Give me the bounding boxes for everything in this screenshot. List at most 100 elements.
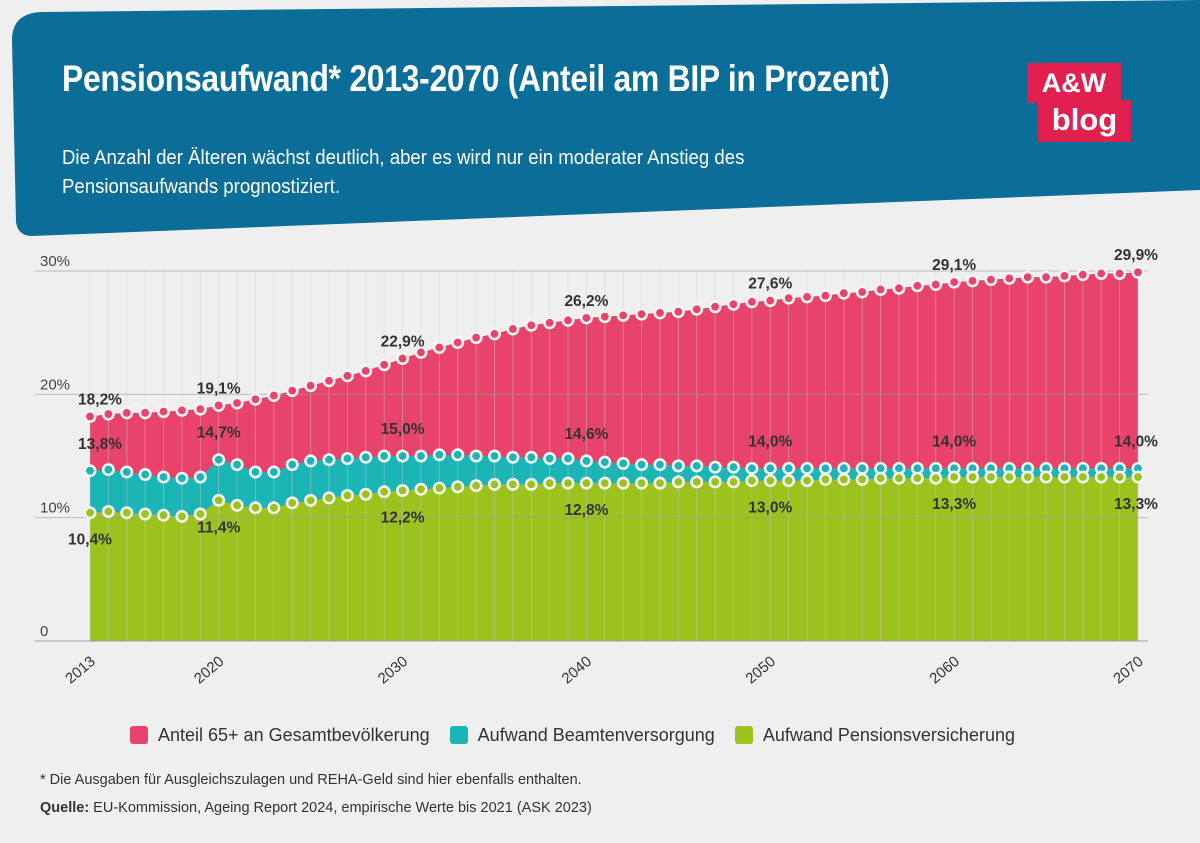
data-point-series-1 bbox=[304, 454, 318, 468]
data-point-series-1 bbox=[267, 465, 281, 479]
header-banner-shape bbox=[12, 0, 1200, 236]
data-point-series-0 bbox=[432, 340, 446, 354]
data-label: 10,4% bbox=[68, 532, 112, 549]
data-point-series-2 bbox=[212, 493, 226, 507]
data-point-series-2 bbox=[1113, 470, 1127, 484]
data-point-series-0 bbox=[285, 384, 299, 398]
data-point-series-0 bbox=[671, 305, 685, 319]
data-point-series-2 bbox=[359, 487, 373, 501]
data-point-series-0 bbox=[1039, 270, 1053, 284]
y-tick-label: 20% bbox=[40, 376, 70, 393]
data-point-series-0 bbox=[506, 322, 520, 336]
data-label: 29,9% bbox=[1114, 247, 1158, 264]
data-point-series-2 bbox=[708, 475, 722, 489]
data-point-series-2 bbox=[506, 477, 520, 491]
data-point-series-1 bbox=[469, 449, 483, 463]
x-tick-label: 2060 bbox=[926, 653, 962, 687]
legend-swatch-beamten bbox=[449, 726, 468, 744]
data-point-series-1 bbox=[487, 449, 501, 463]
data-point-series-2 bbox=[984, 470, 998, 484]
data-point-series-1 bbox=[83, 464, 97, 478]
data-point-series-0 bbox=[230, 396, 244, 410]
data-point-series-2 bbox=[1131, 470, 1145, 484]
legend-item-beamten: Aufwand Beamtenversorgung bbox=[449, 725, 715, 746]
data-point-series-0 bbox=[524, 318, 538, 332]
data-point-series-1 bbox=[377, 449, 391, 463]
data-point-series-2 bbox=[138, 507, 152, 521]
data-point-series-0 bbox=[212, 398, 226, 412]
data-point-series-2 bbox=[910, 471, 924, 485]
data-point-series-1 bbox=[818, 461, 832, 475]
data-point-series-2 bbox=[616, 476, 630, 490]
data-point-series-1 bbox=[598, 455, 612, 469]
data-point-series-0 bbox=[487, 327, 501, 341]
data-point-series-0 bbox=[138, 406, 152, 420]
data-point-series-1 bbox=[561, 451, 575, 465]
data-point-series-0 bbox=[120, 406, 134, 420]
chart-legend: Anteil 65+ an Gesamtbevölkerung Aufwand … bbox=[130, 722, 1015, 748]
data-point-series-2 bbox=[671, 475, 685, 489]
footnote: * Die Ausgaben für Ausgleichszulagen und… bbox=[40, 772, 582, 788]
data-point-series-1 bbox=[543, 451, 557, 465]
data-label: 26,2% bbox=[564, 293, 608, 310]
data-point-series-0 bbox=[267, 389, 281, 403]
data-point-series-2 bbox=[396, 484, 410, 498]
data-point-series-2 bbox=[1021, 470, 1035, 484]
data-label: 29,1% bbox=[932, 257, 976, 274]
data-point-series-2 bbox=[579, 476, 593, 490]
data-point-series-0 bbox=[359, 364, 373, 378]
data-point-series-1 bbox=[396, 449, 410, 463]
data-label: 12,8% bbox=[564, 502, 608, 519]
data-point-series-0 bbox=[929, 278, 943, 292]
data-point-series-0 bbox=[543, 316, 557, 330]
data-point-series-1 bbox=[616, 456, 630, 470]
data-point-series-0 bbox=[469, 331, 483, 345]
data-point-series-2 bbox=[248, 501, 262, 515]
data-point-series-0 bbox=[745, 295, 759, 309]
data-label: 13,3% bbox=[932, 496, 976, 513]
data-point-series-1 bbox=[579, 454, 593, 468]
data-point-series-2 bbox=[727, 475, 741, 489]
data-point-series-2 bbox=[800, 474, 814, 488]
data-point-series-0 bbox=[83, 410, 97, 424]
x-tick-label: 2020 bbox=[191, 653, 227, 687]
source-text: EU-Kommission, Ageing Report 2024, empir… bbox=[89, 800, 592, 816]
data-point-series-1 bbox=[800, 461, 814, 475]
page-title: Pensionsaufwand* 2013-2070 (Anteil am BI… bbox=[62, 58, 890, 99]
data-point-series-1 bbox=[855, 461, 869, 475]
data-point-series-0 bbox=[414, 345, 428, 359]
data-label: 22,9% bbox=[381, 334, 425, 351]
header-banner bbox=[12, 0, 1200, 236]
data-point-series-1 bbox=[524, 450, 538, 464]
data-point-series-0 bbox=[910, 279, 924, 293]
data-point-series-2 bbox=[175, 509, 189, 523]
x-tick-label: 2070 bbox=[1110, 653, 1146, 687]
x-tick-label: 2030 bbox=[375, 653, 411, 687]
data-point-series-1 bbox=[138, 467, 152, 481]
data-point-series-0 bbox=[304, 379, 318, 393]
data-point-series-0 bbox=[966, 274, 980, 288]
data-point-series-1 bbox=[708, 460, 722, 474]
data-point-series-2 bbox=[120, 506, 134, 520]
data-point-series-0 bbox=[837, 286, 851, 300]
data-point-series-2 bbox=[285, 496, 299, 510]
data-label: 19,1% bbox=[197, 380, 241, 397]
data-label: 18,2% bbox=[78, 392, 122, 409]
data-point-series-2 bbox=[947, 470, 961, 484]
data-point-series-2 bbox=[377, 485, 391, 499]
source-label: Quelle: bbox=[40, 800, 90, 816]
data-point-series-2 bbox=[157, 508, 171, 522]
data-point-series-1 bbox=[635, 458, 649, 472]
data-point-series-0 bbox=[653, 306, 667, 320]
data-point-series-2 bbox=[451, 480, 465, 494]
data-label: 27,6% bbox=[748, 276, 792, 293]
data-point-series-0 bbox=[855, 285, 869, 299]
data-point-series-2 bbox=[1094, 470, 1108, 484]
data-point-series-2 bbox=[635, 476, 649, 490]
data-point-series-1 bbox=[193, 470, 207, 484]
x-tick-label: 2050 bbox=[742, 653, 778, 687]
legend-item-pension: Aufwand Pensionsversicherung bbox=[734, 725, 1015, 746]
data-point-series-2 bbox=[929, 471, 943, 485]
data-point-series-0 bbox=[579, 311, 593, 325]
